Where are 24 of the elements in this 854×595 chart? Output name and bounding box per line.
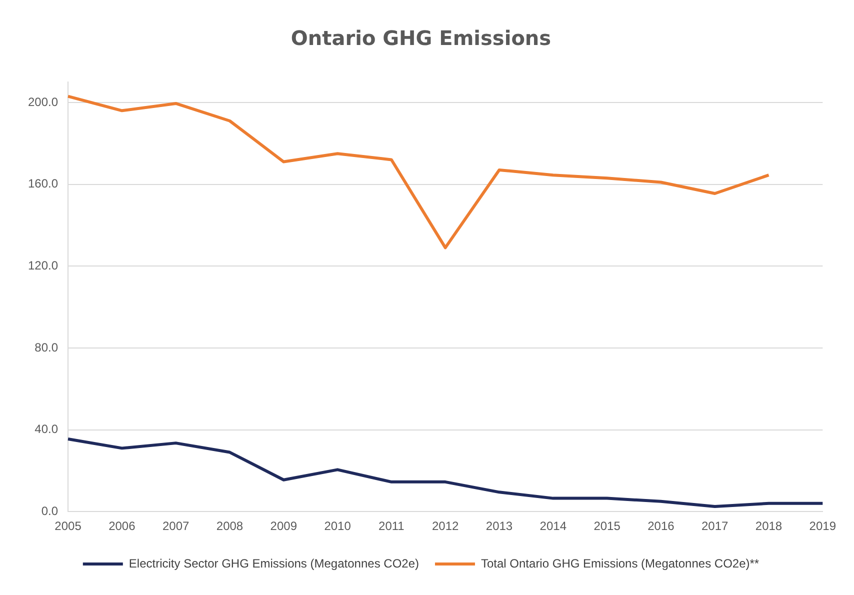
x-tick-label: 2006 (108, 519, 136, 534)
legend-label: Total Ontario GHG Emissions (Megatonnes CO2e)** (480, 556, 760, 570)
x-tick-label: 2015 (594, 519, 621, 534)
x-tick-label: 2010 (324, 519, 352, 534)
y-tick-label: 160.0 (28, 176, 58, 191)
x-tick-label: 2019 (809, 519, 836, 534)
x-tick-label: 2009 (270, 519, 298, 534)
y-tick-label: 200.0 (28, 94, 58, 109)
y-tick-label: 40.0 (34, 422, 58, 436)
chart-title: Ontario GHG Emissions (290, 26, 552, 50)
x-tick-label: 2012 (432, 519, 460, 534)
legend-label: Electricity Sector GHG Emissions (Megatonnes CO2e) (128, 556, 419, 570)
x-tick-label: 2018 (755, 519, 782, 534)
x-tick-label: 2016 (648, 519, 675, 534)
x-tick-label: 2013 (486, 519, 513, 534)
x-tick-label: 2017 (701, 519, 729, 534)
y-tick-label: 120.0 (28, 258, 58, 272)
x-tick-label: 2005 (54, 519, 82, 534)
y-tick-label: 0.0 (41, 504, 58, 518)
x-tick-label: 2011 (378, 519, 405, 534)
y-tick-label: 80.0 (34, 340, 58, 354)
x-tick-label: 2014 (540, 519, 567, 534)
x-tick-label: 2008 (216, 519, 244, 534)
x-tick-label: 2007 (162, 519, 190, 534)
